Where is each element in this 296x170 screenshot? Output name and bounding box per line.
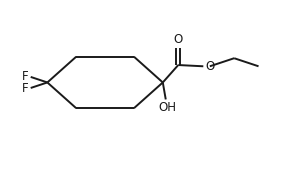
Text: O: O bbox=[205, 60, 214, 73]
Text: OH: OH bbox=[158, 101, 176, 114]
Text: O: O bbox=[174, 33, 183, 46]
Text: F: F bbox=[22, 82, 29, 95]
Text: F: F bbox=[22, 70, 29, 83]
